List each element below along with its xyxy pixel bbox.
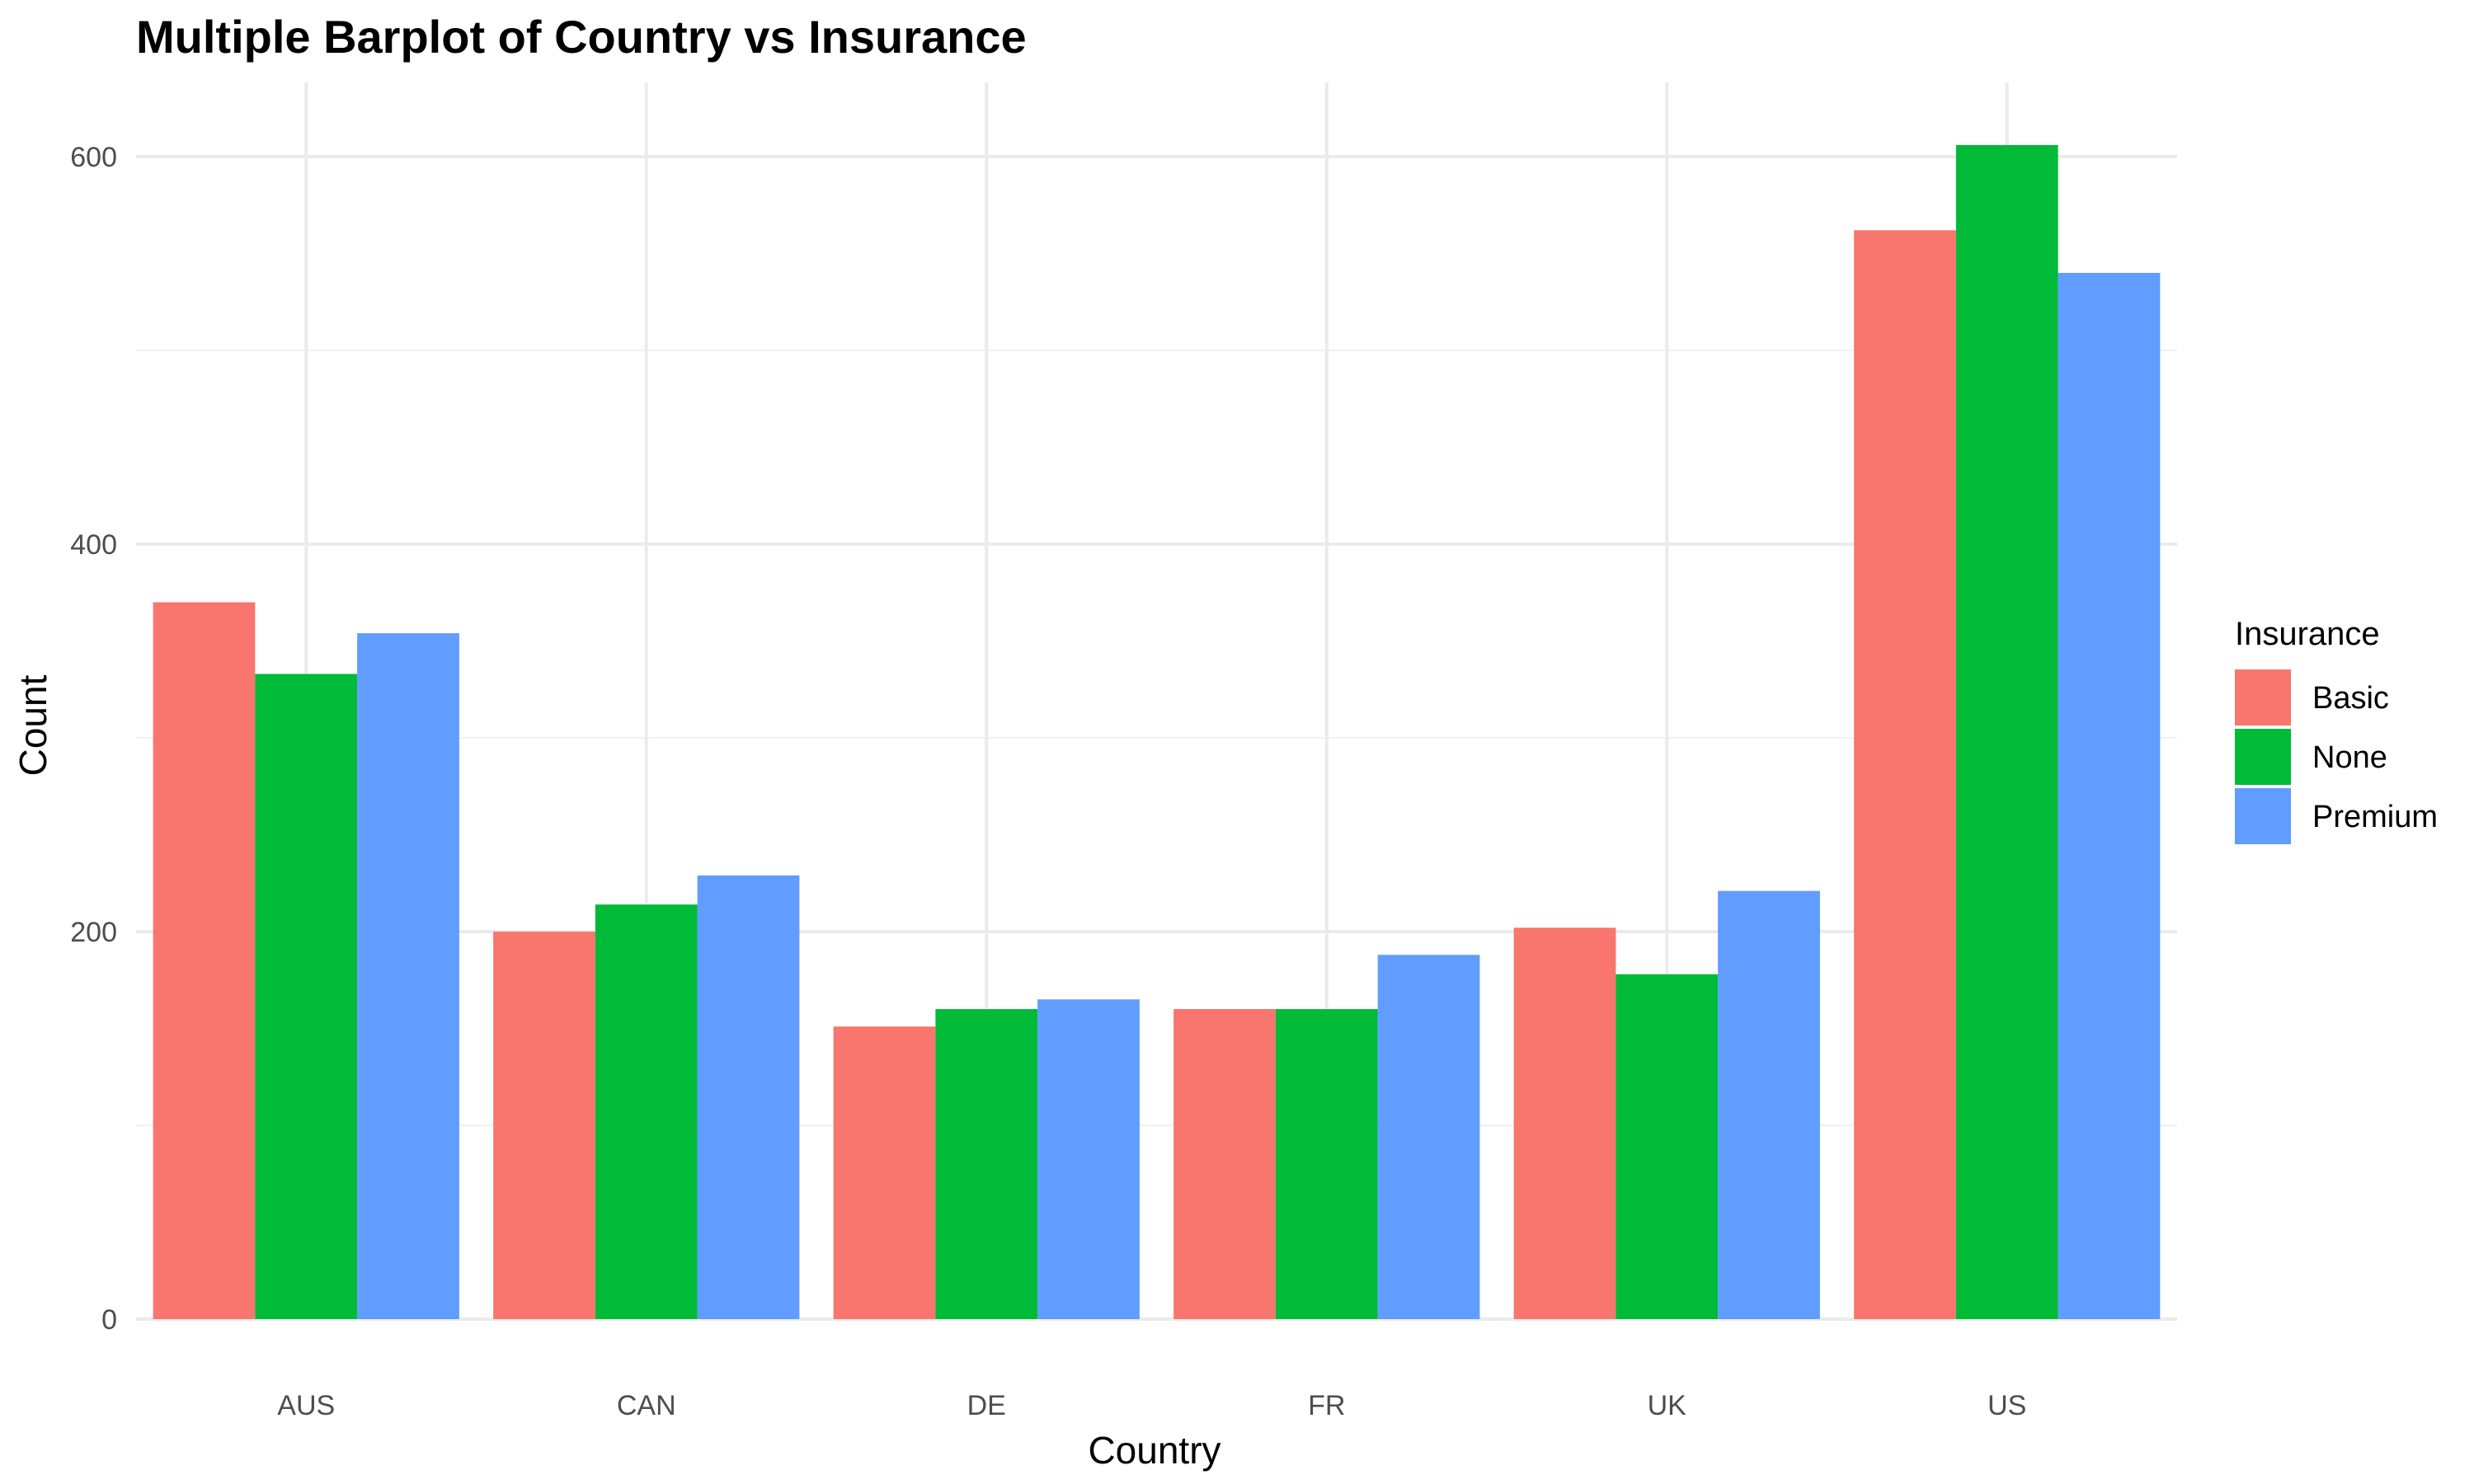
bar-us-none <box>1955 144 2058 1319</box>
bar-aus-premium <box>357 633 459 1319</box>
y-tick-label: 600 <box>70 142 117 173</box>
bar-uk-none <box>1616 974 1719 1319</box>
bar-fr-none <box>1275 1009 1378 1319</box>
x-tick-label: AUS <box>277 1390 335 1421</box>
x-axis-title: Country <box>1088 1429 1221 1472</box>
bar-de-premium <box>1037 999 1140 1319</box>
legend-label-premium: Premium <box>2312 800 2438 834</box>
bar-de-basic <box>833 1026 936 1319</box>
bar-fr-premium <box>1377 955 1480 1319</box>
x-tick-label: FR <box>1308 1390 1345 1421</box>
bar-uk-basic <box>1513 928 1616 1319</box>
bar-can-none <box>595 904 698 1319</box>
legend-key-none <box>2235 729 2291 785</box>
legend-key-premium <box>2235 788 2291 844</box>
bar-uk-premium <box>1718 890 1820 1319</box>
x-axis-ticks: AUS CAN DE FR UK US <box>277 1390 2026 1421</box>
bars <box>153 144 2161 1319</box>
bar-de-none <box>935 1009 1038 1319</box>
bar-aus-basic <box>153 602 256 1319</box>
bar-fr-basic <box>1174 1009 1276 1319</box>
y-axis-ticks: 0 200 400 600 <box>70 142 117 1336</box>
bar-aus-none <box>255 674 358 1319</box>
bar-us-basic <box>1854 230 1956 1319</box>
chart-title: Multiple Barplot of Country vs Insurance <box>136 11 1027 63</box>
legend: Insurance Basic None Premium <box>2235 616 2438 844</box>
y-tick-label: 0 <box>101 1304 117 1336</box>
y-tick-label: 200 <box>70 917 117 948</box>
y-tick-label: 400 <box>70 529 117 561</box>
x-tick-label: CAN <box>617 1390 676 1421</box>
legend-key-basic <box>2235 669 2291 726</box>
bar-can-premium <box>697 875 800 1319</box>
legend-label-basic: Basic <box>2312 681 2389 716</box>
x-tick-label: UK <box>1648 1390 1687 1421</box>
legend-label-none: None <box>2312 740 2387 775</box>
x-tick-label: DE <box>967 1390 1006 1421</box>
legend-title: Insurance <box>2235 616 2380 652</box>
bar-can-basic <box>493 932 595 1319</box>
bar-us-premium <box>2058 273 2161 1319</box>
x-tick-label: US <box>1987 1390 2026 1421</box>
y-axis-title: Count <box>12 674 54 776</box>
